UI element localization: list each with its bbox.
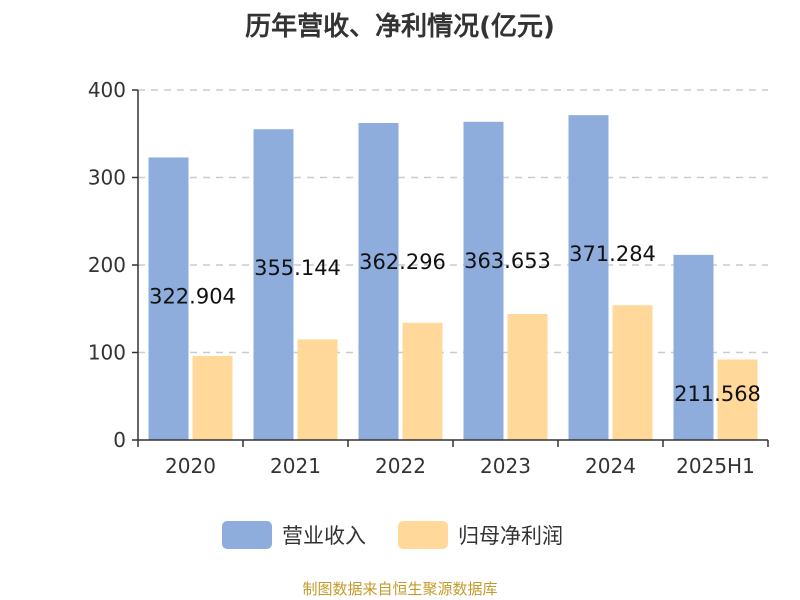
- bars: [148, 115, 758, 441]
- data-label-revenue-2023: 363.653: [464, 249, 551, 273]
- chart-title: 历年营收、净利情况(亿元): [245, 12, 555, 42]
- x-tick-label: 2023: [480, 454, 531, 478]
- data-label-revenue-2020: 322.904: [149, 284, 236, 308]
- x-tick-label: 2024: [585, 454, 636, 478]
- legend-item-net-profit[interactable]: 归母净利润: [398, 521, 563, 549]
- data-label-revenue-2024: 371.284: [569, 242, 656, 266]
- bar-revenue-2023: [463, 121, 504, 441]
- data-label-revenue-2021: 355.144: [254, 256, 341, 280]
- bar-net-profit-2022: [402, 322, 443, 440]
- data-labels: 322.904 355.144 362.296 363.653 371.284 211.5…: [149, 242, 761, 406]
- bar-revenue-2020: [148, 157, 189, 441]
- axes: 0 100 200 300 400 2020 2021 2022 2023 2024 2025H1: [88, 78, 769, 478]
- bar-revenue-2021: [253, 129, 294, 440]
- y-tick-label: 300: [88, 166, 126, 190]
- bar-revenue-2024: [568, 115, 609, 441]
- bar-net-profit-2020: [192, 356, 233, 440]
- grid-lines: [138, 89, 768, 354]
- bar-net-profit-2021: [297, 339, 338, 440]
- legend-label: 归母净利润: [458, 524, 563, 548]
- bar-net-profit-2025H1: [717, 359, 758, 440]
- data-label-revenue-2025H1: 211.568: [674, 382, 761, 406]
- legend-swatch: [222, 521, 272, 549]
- y-tick-label: 0: [113, 428, 126, 452]
- x-tick-label: 2020: [165, 454, 216, 478]
- legend-label: 营业收入: [282, 524, 366, 548]
- x-tick-label: 2025H1: [676, 454, 755, 478]
- bar-net-profit-2023: [507, 314, 548, 440]
- legend-item-revenue[interactable]: 营业收入: [222, 521, 366, 549]
- y-tick-label: 400: [88, 78, 126, 102]
- x-tick-label: 2022: [375, 454, 426, 478]
- bar-revenue-2022: [358, 122, 399, 440]
- y-tick-label: 100: [88, 341, 126, 365]
- footer-source: 制图数据来自恒生聚源数据库: [302, 580, 498, 598]
- bar-revenue-2025H1: [673, 254, 714, 440]
- data-label-revenue-2022: 362.296: [359, 250, 446, 274]
- bar-net-profit-2024: [612, 305, 653, 440]
- legend[interactable]: 营业收入 归母净利润: [222, 521, 563, 549]
- legend-swatch: [398, 521, 448, 549]
- x-tick-label: 2021: [270, 454, 321, 478]
- y-tick-label: 200: [88, 253, 126, 277]
